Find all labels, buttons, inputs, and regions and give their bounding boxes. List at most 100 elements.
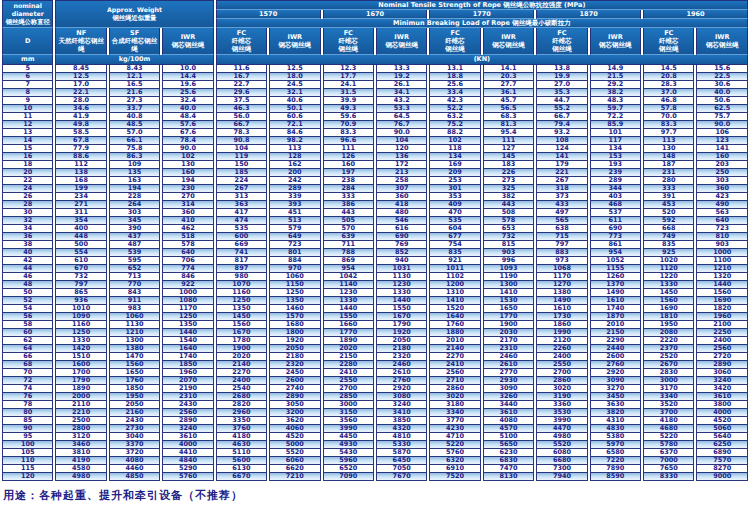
cell-value: 1330 <box>323 297 374 305</box>
cell-value: 5780 <box>643 441 694 449</box>
cell-value: 26.1 <box>376 81 427 89</box>
cell-value: 2680 <box>216 393 267 401</box>
cell-value: 3700 <box>643 409 694 417</box>
cell-value: 28.0 <box>55 97 106 105</box>
cell-value: 1740 <box>590 305 641 313</box>
cell-value: 1890 <box>323 337 374 345</box>
cell-value: 6890 <box>696 449 748 457</box>
col-header-nf: NF 天然纤维芯钢丝绳 <box>55 28 106 55</box>
cell-value: 1700 <box>55 369 106 377</box>
cell-value: 3240 <box>376 401 427 409</box>
cell-value: 66.7 <box>216 121 267 129</box>
cell-value: 4460 <box>109 465 160 473</box>
cell-value: 1330 <box>376 289 427 297</box>
cell-value: 59.7 <box>590 105 641 113</box>
cell-value: 14.1 <box>483 65 534 73</box>
cell-value: 3410 <box>376 409 427 417</box>
cell-value: 774 <box>162 265 213 273</box>
cell-value: 200 <box>269 169 320 177</box>
cell-value: 535 <box>429 217 480 225</box>
cell-value: 1740 <box>162 353 213 361</box>
cell-value: 101 <box>590 129 641 137</box>
table-row: 822.121.625.629.632.131.534.133.436.135.… <box>2 89 748 97</box>
cell-value: 81.3 <box>483 121 534 129</box>
table-row: 4673271384698010601042113011021190117012… <box>2 273 748 281</box>
cell-value: 668 <box>643 225 694 233</box>
table-row: 612.512.114.416.718.017.719.218.820.319.… <box>2 73 748 81</box>
cell-value: 2890 <box>696 361 748 369</box>
cell-value: 234 <box>55 193 106 201</box>
cell-value: 1800 <box>269 329 320 337</box>
cell-value: 9000 <box>696 473 748 481</box>
cell-value: 253 <box>429 177 480 185</box>
cell-value: 138 <box>55 169 106 177</box>
cell-value: 409 <box>429 201 480 209</box>
cell-value: 2080 <box>643 329 694 337</box>
cell-value: 90.0 <box>376 129 427 137</box>
cell-value: 2020 <box>216 353 267 361</box>
cell-value: 3560 <box>323 417 374 425</box>
cell-value: 817 <box>216 257 267 265</box>
cell-value: 2400 <box>696 337 748 345</box>
cell-value: 801 <box>269 249 320 257</box>
cell-value: 600 <box>216 233 267 241</box>
cell-value: 490 <box>696 201 748 209</box>
cell-diameter: 100 <box>2 441 53 449</box>
cell-value: 4000 <box>162 441 213 449</box>
cell-diameter: 52 <box>2 297 53 305</box>
cell-value: 2860 <box>429 385 480 393</box>
cell-value: 770 <box>109 281 160 289</box>
unit-kg100m: kg/100m <box>55 55 213 64</box>
cell-value: 18.0 <box>269 73 320 81</box>
cell-value: 3720 <box>109 449 160 457</box>
cell-value: 49.8 <box>55 121 106 129</box>
cell-value: 1510 <box>55 353 106 361</box>
cell-value: 595 <box>109 257 160 265</box>
cell-value: 12.3 <box>323 65 374 73</box>
cell-value: 96.6 <box>323 137 374 145</box>
cell-value: 1670 <box>376 313 427 321</box>
cell-value: 242 <box>269 177 320 185</box>
cell-value: 345 <box>109 217 160 225</box>
cell-value: 1011 <box>429 265 480 273</box>
cell-value: 2890 <box>269 393 320 401</box>
cell-value: 313 <box>216 193 267 201</box>
cell-value: 63.2 <box>429 113 480 121</box>
cell-value: 3180 <box>429 401 480 409</box>
cell-value: 3630 <box>590 401 641 409</box>
cell-value: 2400 <box>536 353 587 361</box>
cell-value: 314 <box>162 201 213 209</box>
tensile-strength-title: Nominal Tensile Strength of Rope 钢丝绳公称抗拉… <box>216 0 748 10</box>
cell-value: 2140 <box>216 361 267 369</box>
cell-value: 3060 <box>696 369 748 377</box>
cell-value: 418 <box>376 201 427 209</box>
cell-value: 50.6 <box>696 97 748 105</box>
cell-value: 3080 <box>376 393 427 401</box>
cell-value: 996 <box>483 257 534 265</box>
cell-value: 843 <box>109 289 160 297</box>
cell-diameter: 50 <box>2 289 53 297</box>
cell-value: 1470 <box>109 353 160 361</box>
cell-value: 29.2 <box>590 81 641 89</box>
cell-value: 2010 <box>590 321 641 329</box>
cell-value: 788 <box>323 249 374 257</box>
cell-value: 2220 <box>643 337 694 345</box>
cell-value: 921 <box>429 257 480 265</box>
cell-value: 179 <box>536 161 587 169</box>
cell-value: 417 <box>216 209 267 217</box>
cell-diameter: 95 <box>2 433 53 441</box>
cell-value: 3000 <box>323 401 374 409</box>
cell-value: 8130 <box>483 473 534 481</box>
cell-value: 2930 <box>483 377 534 385</box>
cell-value: 6080 <box>536 449 587 457</box>
cell-value: 5960 <box>323 457 374 465</box>
cell-value: 1155 <box>590 265 641 273</box>
cell-diameter: 34 <box>2 225 53 233</box>
cell-diameter: 7 <box>2 81 53 89</box>
cell-diameter: 26 <box>2 193 53 201</box>
cell-value: 34.6 <box>55 105 106 113</box>
cell-value: 423 <box>696 193 748 201</box>
cell-value: 83.3 <box>643 121 694 129</box>
cell-value: 2700 <box>323 385 374 393</box>
cell-value: 2760 <box>376 377 427 385</box>
